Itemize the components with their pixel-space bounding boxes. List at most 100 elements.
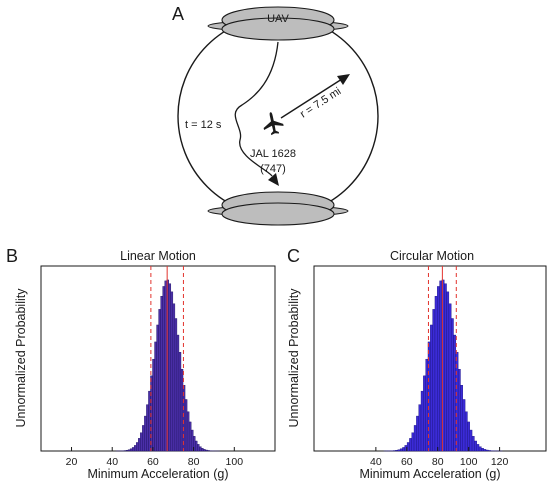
- histogram-bar: [201, 448, 204, 452]
- histogram-bar: [444, 283, 447, 452]
- histogram-bar: [160, 295, 163, 452]
- histogram-bar: [148, 390, 151, 452]
- flight-path-arrowhead: [268, 173, 279, 186]
- histogram-bar: [127, 449, 131, 452]
- radius-arrow: [280, 78, 343, 119]
- x-tick-label: 120: [491, 456, 509, 468]
- x-tick-label: 40: [370, 456, 382, 468]
- histogram-bar: [457, 369, 461, 452]
- aircraft-type-label: (747): [260, 163, 286, 175]
- panel-letter-a: A: [172, 4, 184, 24]
- histogram-bar: [409, 438, 412, 452]
- histogram-bar: [131, 447, 135, 452]
- histogram-bar: [476, 444, 480, 452]
- histogram-bar: [439, 280, 443, 452]
- histogram-bar: [186, 411, 190, 452]
- histogram-bar: [481, 448, 484, 452]
- histogram-circular-motion: C Circular Motion 40 60 80 100 120 Minimum A…: [287, 246, 547, 481]
- histogram-bar: [178, 352, 182, 452]
- histogram-bar: [146, 404, 149, 452]
- histogram-bar: [140, 432, 143, 452]
- histogram-bar: [158, 309, 161, 452]
- histogram-linear-motion: B Linear Motion 20 40 60 80 100 Minimum Acce…: [6, 246, 276, 481]
- histogram-bar: [423, 375, 426, 452]
- x-tick-label: 80: [432, 456, 444, 468]
- histogram-bar: [133, 445, 137, 452]
- histogram-bar: [152, 358, 155, 452]
- histogram-bar: [154, 341, 157, 452]
- histogram-bar: [483, 449, 487, 452]
- histogram-bar: [136, 442, 139, 452]
- tick-group: 20 40 60 80 100: [66, 447, 244, 468]
- histogram-bar: [420, 390, 424, 452]
- x-tick-label: 60: [147, 456, 159, 468]
- x-axis-label: Minimum Acceleration (g): [87, 467, 228, 481]
- histogram-bar: [446, 291, 450, 452]
- x-axis-label: Minimum Acceleration (g): [359, 467, 500, 481]
- histogram-bar: [437, 286, 440, 452]
- histogram-bar: [190, 429, 194, 452]
- histogram-bar: [413, 425, 417, 452]
- x-tick-label: 100: [460, 456, 478, 468]
- histogram-bar: [485, 449, 489, 452]
- reference-line-group: [427, 266, 457, 451]
- uav-bottom: [207, 191, 349, 226]
- histogram-bar: [448, 303, 452, 452]
- histogram-bar: [474, 440, 477, 452]
- y-axis-label: Unnormalized Probability: [14, 288, 28, 428]
- histogram-bar: [176, 334, 180, 452]
- histogram-bar: [138, 438, 141, 452]
- histogram-bar: [416, 415, 419, 452]
- histogram-bar: [425, 358, 429, 452]
- histogram-bar: [195, 440, 198, 452]
- x-tick-label: 60: [401, 456, 413, 468]
- airplane-icon: [263, 112, 284, 136]
- histogram-bar: [395, 450, 399, 452]
- aircraft-label: JAL 1628: [250, 148, 296, 160]
- x-tick-label: 40: [106, 456, 118, 468]
- histogram-bar: [460, 385, 463, 452]
- uav-bottom-underside: [221, 202, 335, 226]
- histogram-bar: [199, 446, 202, 452]
- histogram-bar: [478, 446, 482, 452]
- histogram-bar: [488, 450, 491, 452]
- histogram-bar: [453, 334, 457, 452]
- histogram-bar: [467, 421, 470, 452]
- histogram-bar: [471, 436, 475, 452]
- time-label: t = 12 s: [185, 119, 222, 131]
- flight-path: [234, 41, 279, 177]
- histogram-bar: [174, 318, 178, 452]
- tick-group: 40 60 80 100 120: [370, 447, 509, 468]
- histogram-bar: [402, 447, 405, 452]
- x-tick-label: 20: [66, 456, 78, 468]
- x-tick-label: 80: [188, 456, 200, 468]
- y-axis-label: Unnormalized Probability: [287, 288, 301, 428]
- bar-group: [115, 279, 220, 452]
- histogram-bar: [430, 324, 433, 452]
- histogram-bar: [156, 324, 159, 452]
- histogram-bar: [142, 425, 145, 452]
- histogram-bar: [168, 283, 172, 452]
- uav-label: UAV: [267, 13, 289, 25]
- uav-top-underside: [221, 17, 335, 41]
- histogram-bar: [464, 411, 468, 452]
- uav-top: UAV: [207, 6, 349, 41]
- histogram-bar: [469, 429, 473, 452]
- histogram-bar: [170, 291, 174, 452]
- x-tick-label: 100: [226, 456, 244, 468]
- histogram-bar: [450, 318, 454, 452]
- chart-title: Circular Motion: [390, 249, 474, 263]
- histogram-bar: [418, 404, 422, 452]
- histogram-bar: [397, 449, 401, 452]
- histogram-bar: [434, 295, 438, 452]
- histogram-bar: [197, 444, 200, 452]
- histogram-bar: [162, 286, 165, 452]
- radius-arrowhead: [337, 74, 350, 85]
- histogram-bar: [184, 399, 188, 452]
- histogram-bar: [125, 450, 129, 452]
- histogram-bar: [203, 449, 206, 452]
- histogram-bar: [164, 280, 167, 452]
- reference-line-group: [150, 266, 184, 451]
- histogram-bar: [411, 432, 415, 452]
- histogram-bar: [129, 448, 133, 452]
